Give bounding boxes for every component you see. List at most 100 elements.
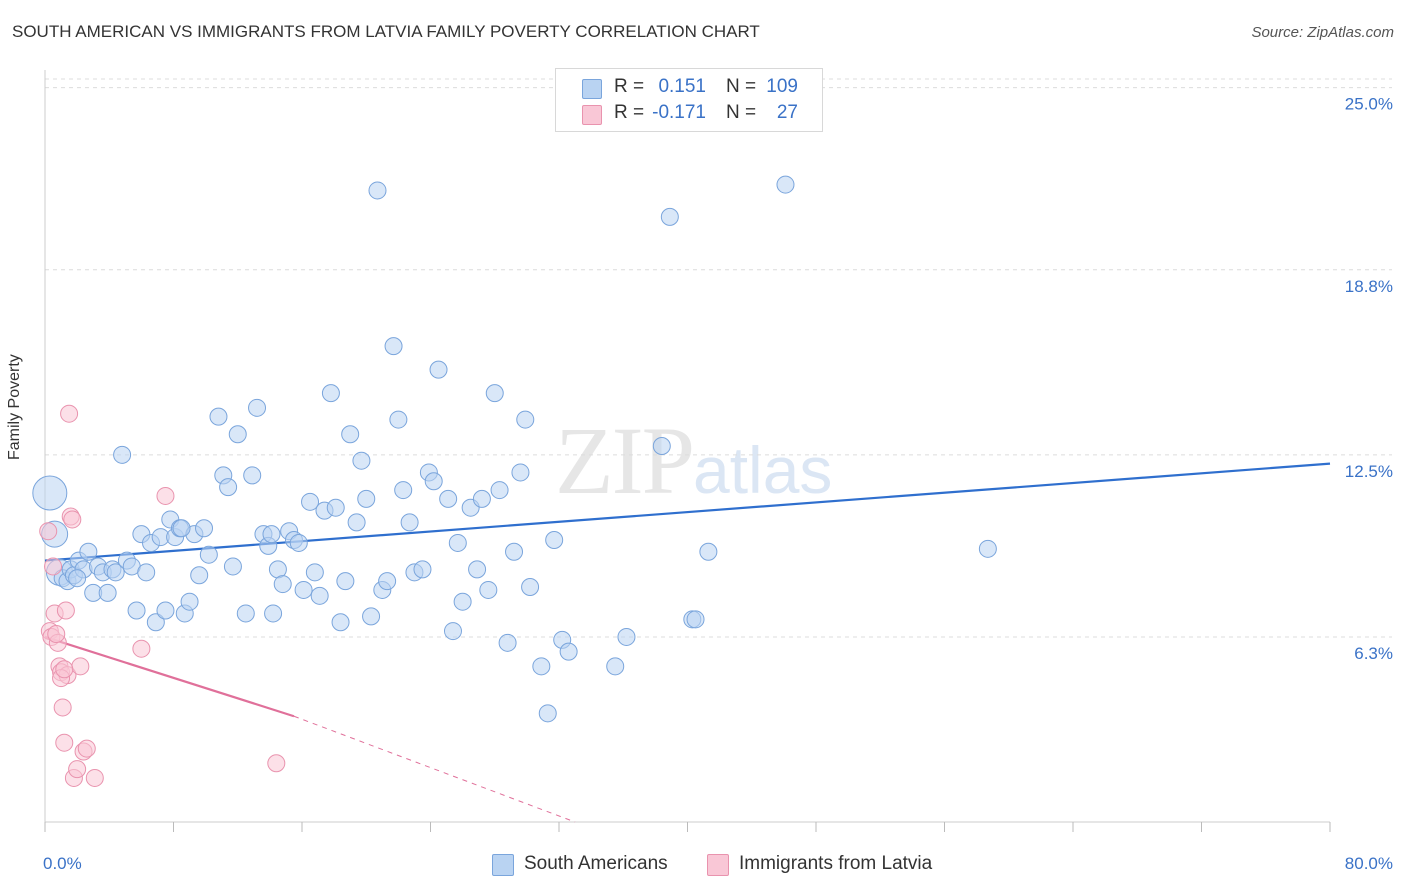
point-south-americans bbox=[219, 478, 238, 497]
point-latvia bbox=[60, 404, 79, 423]
r-value: -0.171 bbox=[652, 102, 706, 123]
data-points bbox=[32, 175, 997, 787]
point-south-americans bbox=[453, 592, 472, 611]
r-value: 0.151 bbox=[658, 76, 706, 97]
point-south-americans bbox=[321, 384, 340, 403]
point-south-americans bbox=[532, 657, 551, 676]
point-south-americans bbox=[310, 586, 329, 605]
watermark: ZIPatlas bbox=[555, 405, 832, 516]
point-south-americans bbox=[776, 175, 795, 194]
trend-latvia-extension bbox=[293, 715, 576, 823]
legend-swatch-pink bbox=[582, 105, 602, 125]
point-latvia bbox=[39, 522, 58, 541]
point-south-americans bbox=[264, 604, 283, 623]
point-south-americans bbox=[68, 569, 87, 588]
point-south-americans bbox=[559, 642, 578, 661]
point-latvia bbox=[77, 739, 96, 758]
point-south-americans bbox=[413, 560, 432, 579]
point-south-americans bbox=[652, 437, 671, 455]
n-value: 27 bbox=[776, 102, 798, 123]
y-tick-label: 6.3% bbox=[1354, 644, 1393, 663]
point-south-americans bbox=[32, 475, 68, 511]
point-south-americans bbox=[347, 513, 366, 532]
point-south-americans bbox=[79, 542, 98, 561]
point-south-americans bbox=[699, 542, 718, 561]
axes bbox=[44, 70, 1331, 832]
legend-label: South Americans bbox=[524, 853, 668, 874]
point-south-americans bbox=[209, 407, 228, 426]
y-tick-label: 12.5% bbox=[1345, 462, 1393, 481]
point-latvia bbox=[132, 639, 151, 658]
point-south-americans bbox=[468, 560, 487, 579]
point-south-americans bbox=[336, 572, 355, 591]
chart-title: SOUTH AMERICAN VS IMMIGRANTS FROM LATVIA… bbox=[12, 22, 760, 41]
r-label: R = bbox=[614, 76, 645, 97]
point-south-americans bbox=[448, 533, 467, 552]
n-value: 109 bbox=[766, 76, 798, 97]
point-south-americans bbox=[223, 557, 242, 576]
point-south-americans bbox=[378, 572, 397, 591]
point-south-americans bbox=[443, 622, 462, 641]
point-south-americans bbox=[326, 498, 345, 517]
point-south-americans bbox=[352, 451, 371, 470]
point-south-americans bbox=[305, 563, 324, 582]
legend-row-latvia: R = -0.171 N = 27 bbox=[556, 101, 822, 127]
point-latvia bbox=[55, 733, 74, 752]
y-tick-label: 25.0% bbox=[1345, 95, 1393, 114]
trend-latvia bbox=[44, 635, 295, 718]
point-south-americans bbox=[505, 542, 524, 561]
point-south-americans bbox=[479, 580, 498, 599]
point-south-americans bbox=[289, 533, 308, 552]
point-south-americans bbox=[357, 489, 376, 508]
point-south-americans bbox=[113, 445, 132, 464]
point-south-americans bbox=[439, 489, 458, 508]
y-axis-label: Family Poverty bbox=[6, 354, 23, 460]
y-tick-label: 18.8% bbox=[1345, 277, 1393, 296]
legend-swatch-blue bbox=[492, 854, 514, 876]
point-south-americans bbox=[516, 410, 535, 429]
point-south-americans bbox=[98, 583, 117, 602]
point-south-americans bbox=[146, 613, 165, 632]
legend-label: Immigrants from Latvia bbox=[739, 853, 933, 874]
point-south-americans bbox=[331, 613, 350, 632]
point-south-americans bbox=[228, 425, 247, 444]
point-south-americans bbox=[686, 610, 705, 629]
point-south-americans bbox=[294, 580, 313, 599]
x-tick-label: 0.0% bbox=[43, 854, 82, 873]
point-south-americans bbox=[424, 472, 443, 491]
x-tick-label: 80.0% bbox=[1345, 854, 1393, 873]
point-south-americans bbox=[180, 592, 199, 611]
legend-swatch-blue bbox=[582, 79, 602, 99]
trend-south-americans bbox=[44, 462, 1331, 562]
point-south-americans bbox=[127, 601, 146, 620]
point-south-americans bbox=[368, 181, 387, 200]
point-south-americans bbox=[172, 519, 191, 538]
point-south-americans bbox=[429, 360, 448, 379]
point-south-americans bbox=[137, 563, 156, 582]
point-south-americans bbox=[545, 531, 564, 549]
point-south-americans bbox=[106, 563, 125, 582]
point-south-americans bbox=[498, 633, 517, 652]
point-south-americans bbox=[485, 384, 504, 403]
series-legend: South Americans Immigrants from Latvia bbox=[0, 852, 1406, 878]
point-latvia bbox=[44, 557, 63, 576]
point-south-americans bbox=[362, 607, 381, 626]
point-south-americans bbox=[511, 463, 530, 482]
point-south-americans bbox=[384, 337, 403, 356]
point-south-americans bbox=[400, 513, 419, 532]
point-south-americans bbox=[199, 545, 218, 564]
point-south-americans bbox=[243, 466, 262, 485]
n-label: N = bbox=[726, 76, 757, 97]
point-south-americans bbox=[195, 519, 214, 538]
grid-lines bbox=[45, 78, 1392, 638]
point-latvia bbox=[55, 660, 74, 679]
point-south-americans bbox=[341, 425, 360, 444]
point-south-americans bbox=[472, 489, 491, 508]
point-south-americans bbox=[156, 601, 175, 620]
point-south-americans bbox=[236, 604, 255, 623]
correlation-legend: R = 0.151 N = 109 R = -0.171 N = 27 bbox=[555, 68, 823, 132]
point-south-americans bbox=[617, 627, 636, 646]
point-south-americans bbox=[538, 704, 557, 723]
tick-labels: 6.3% 12.5% 18.8% 25.0% 0.0% 80.0% bbox=[43, 95, 1393, 873]
legend-row-south-americans: R = 0.151 N = 109 bbox=[556, 75, 822, 101]
